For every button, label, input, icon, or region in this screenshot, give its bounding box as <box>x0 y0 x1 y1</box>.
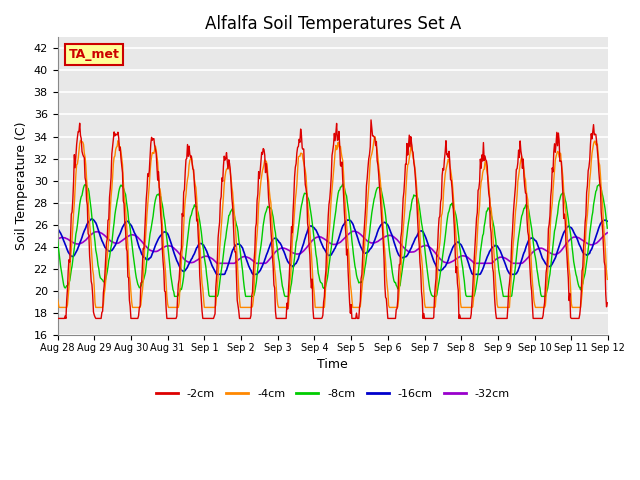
-8cm <box>604 225 611 231</box>
-2cm <box>604 300 611 306</box>
-2cm <box>120 201 128 206</box>
Line: -32cm: -32cm <box>58 231 607 264</box>
-16cm <box>604 218 611 224</box>
Title: Alfalfa Soil Temperatures Set A: Alfalfa Soil Temperatures Set A <box>205 15 461 33</box>
-2cm <box>54 315 61 321</box>
X-axis label: Time: Time <box>317 358 348 371</box>
-8cm <box>206 293 214 299</box>
-32cm <box>604 230 611 236</box>
-8cm <box>54 237 61 243</box>
-8cm <box>63 283 71 288</box>
-16cm <box>206 257 214 263</box>
-8cm <box>401 251 408 257</box>
-16cm <box>212 272 220 277</box>
-2cm <box>63 286 71 292</box>
-16cm <box>121 220 129 226</box>
-16cm <box>417 228 424 234</box>
Line: -4cm: -4cm <box>58 137 607 307</box>
-32cm <box>401 246 408 252</box>
-32cm <box>417 244 424 250</box>
-4cm <box>604 276 611 282</box>
-8cm <box>339 181 347 187</box>
-2cm <box>400 189 408 195</box>
-16cm <box>401 254 408 260</box>
-2cm <box>205 315 212 321</box>
-32cm <box>214 261 221 266</box>
-2cm <box>176 264 184 270</box>
-4cm <box>65 292 72 298</box>
-8cm <box>120 187 128 192</box>
-4cm <box>177 273 184 279</box>
-2cm <box>367 117 375 123</box>
-32cm <box>350 228 358 234</box>
Legend: -2cm, -4cm, -8cm, -16cm, -32cm: -2cm, -4cm, -8cm, -16cm, -32cm <box>151 385 515 404</box>
Y-axis label: Soil Temperature (C): Soil Temperature (C) <box>15 122 28 251</box>
-32cm <box>120 236 128 242</box>
-4cm <box>417 250 424 255</box>
-32cm <box>54 237 61 242</box>
-4cm <box>371 134 379 140</box>
-8cm <box>177 286 184 291</box>
Line: -8cm: -8cm <box>58 184 607 296</box>
-32cm <box>205 254 212 260</box>
-4cm <box>54 296 61 302</box>
-4cm <box>206 304 214 310</box>
-32cm <box>63 236 71 242</box>
-8cm <box>171 293 179 299</box>
-8cm <box>417 214 424 220</box>
Line: -16cm: -16cm <box>58 219 607 275</box>
-16cm <box>177 266 184 272</box>
-4cm <box>121 197 129 203</box>
-4cm <box>55 304 63 310</box>
Text: TA_met: TA_met <box>68 48 120 61</box>
-16cm <box>63 247 71 253</box>
-16cm <box>54 225 61 231</box>
-16cm <box>88 216 96 222</box>
-4cm <box>401 208 408 214</box>
-2cm <box>416 260 424 265</box>
Line: -2cm: -2cm <box>58 120 607 318</box>
-32cm <box>176 252 184 257</box>
